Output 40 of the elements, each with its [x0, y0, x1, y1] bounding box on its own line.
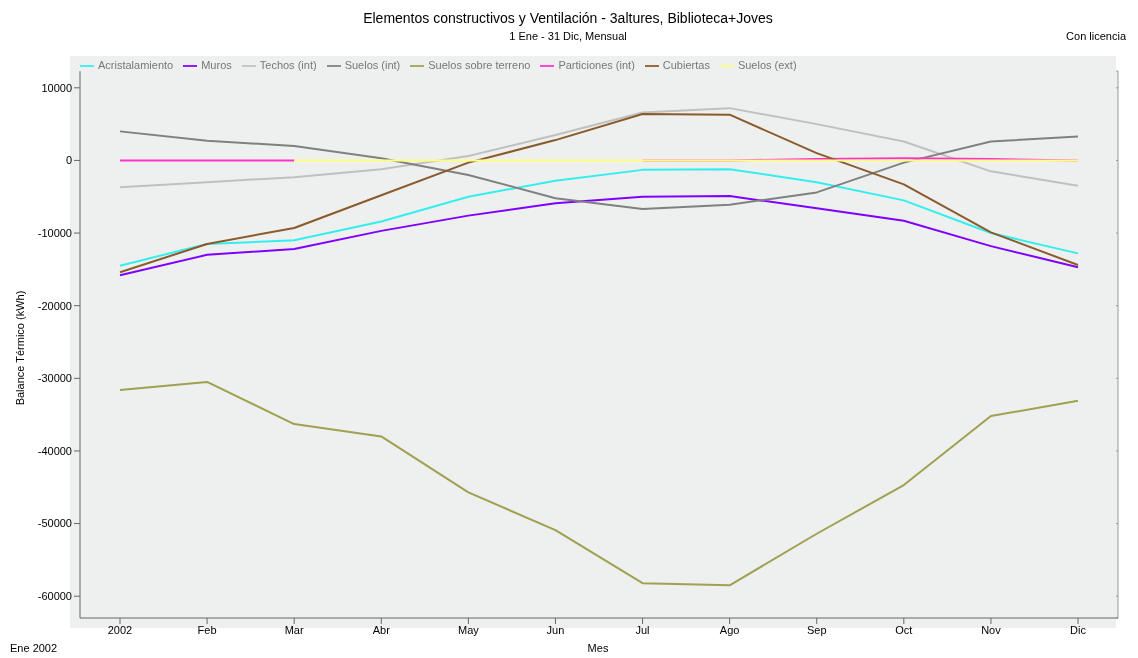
y-axis-title: Balance Térmico (kWh) — [14, 290, 26, 406]
y-tick-label: -30000 — [37, 372, 72, 385]
line-series — [119, 107, 1079, 189]
x-tick-label: Abr — [372, 623, 391, 636]
y-tick-label: -10000 — [37, 226, 72, 239]
x-tick-label: Jul — [635, 623, 650, 636]
legend-label: Cubiertas — [662, 59, 710, 71]
line-series — [119, 112, 1079, 274]
text: Ene 2002 — [10, 642, 58, 654]
y-tick-label: -60000 — [37, 590, 72, 603]
x-tick-label: Ago — [719, 623, 740, 636]
x-tick-label: 2002 — [107, 623, 133, 636]
y-tick-label: -20000 — [37, 299, 72, 312]
legend-label: Suelos sobre terreno — [428, 59, 531, 71]
chart-subtitle: 1 Ene - 31 Dic, Mensual — [509, 30, 627, 42]
x-tick-label: Feb — [197, 623, 217, 636]
x-tick-label: Dic — [1070, 623, 1087, 636]
x-tick-label: Nov — [981, 623, 1002, 636]
x-axis-title: Mes — [587, 642, 609, 654]
x-tick-label: Mar — [284, 623, 304, 636]
legend-label: Particiones (int) — [558, 59, 635, 71]
text: Con licencia — [1066, 30, 1126, 42]
line-series — [119, 195, 1079, 277]
line-series — [119, 168, 1079, 267]
x-tick-label: Jun — [546, 623, 565, 636]
y-tick-label: 10000 — [41, 81, 72, 94]
legend-label: Techos (int) — [259, 59, 317, 71]
legend-label: Muros — [201, 59, 232, 71]
legend-label: Acristalamiento — [98, 59, 174, 71]
x-tick-label: Sep — [806, 623, 827, 636]
y-tick-label: 0 — [65, 154, 72, 167]
x-tick-label: Oct — [895, 623, 913, 636]
legend-label: Suelos (ext) — [737, 59, 797, 71]
y-tick-label: -50000 — [37, 517, 72, 530]
x-tick-label: May — [457, 623, 480, 636]
line-series — [119, 380, 1079, 587]
chart-title: Elementos constructivos y Ventilación - 3altures, Biblioteca+Joves — [362, 10, 774, 26]
y-tick-label: -40000 — [37, 444, 72, 457]
legend-label: Suelos (int) — [344, 59, 401, 71]
line-series — [119, 130, 1079, 211]
